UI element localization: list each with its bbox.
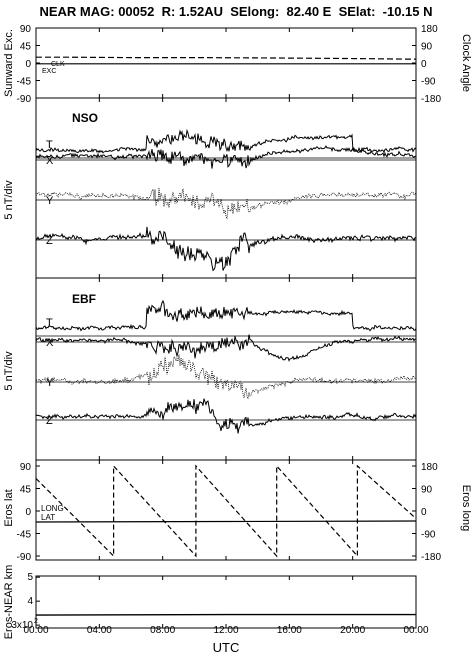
- series-line-lat: [35, 520, 417, 523]
- x-tick-label: 00:00: [23, 625, 48, 636]
- y-tick-label: -45: [17, 530, 32, 541]
- series-line-clk: [36, 56, 416, 60]
- x-tick-label: 12:00: [213, 625, 238, 636]
- eros-lat-label: Eros lat: [3, 489, 15, 526]
- y-tick-label: 90: [421, 485, 433, 496]
- y-tick-label: 180: [421, 462, 438, 473]
- ebf-label: EBF: [72, 292, 96, 306]
- panel5-frame: [35, 575, 417, 629]
- panel1-series: [36, 56, 416, 65]
- panel4-left-ticks: 90 45 0 -45 -90: [17, 462, 40, 563]
- trace-label-Y: Y: [46, 195, 54, 207]
- y-tick-label: -180: [421, 94, 441, 105]
- panel1-right-ticks: 180 90 0 -90 -180: [412, 24, 441, 105]
- long-series-label: LONG: [41, 504, 64, 513]
- y-tick-label: -180: [421, 552, 441, 563]
- y-tick-label: 3x10: [11, 620, 33, 631]
- trace-label-X: X: [46, 155, 54, 167]
- y-tick-label: -90: [17, 94, 32, 105]
- trace-label-T: T: [46, 317, 53, 329]
- sunward-exc-label: Sunward Exc.: [3, 29, 15, 97]
- trace-label-Z: Z: [46, 235, 53, 247]
- trace-Z: [35, 398, 417, 434]
- y-tick-label: 4: [27, 596, 33, 607]
- y-tick-superscript: 2: [34, 618, 38, 625]
- panel4-frame: [35, 459, 417, 561]
- y-tick-label: 0: [25, 507, 31, 518]
- series-line-long: [35, 464, 417, 558]
- trace-X: [35, 334, 417, 362]
- y-tick-label: 0: [25, 59, 31, 70]
- clock-angle-label: Clock Angle: [460, 34, 472, 92]
- y-tick-label: 90: [20, 462, 32, 473]
- nso-traces: TX Y Z: [35, 128, 417, 272]
- figure-title: NEAR MAG: 00052 R: 1.52AU SElong: 82.40 …: [39, 4, 432, 19]
- trace-label-T: T: [46, 139, 53, 151]
- x-axis: 00:00 04:00 08:00 12:00 16:00 20:00 00:00: [23, 28, 429, 636]
- y-tick-label: 45: [20, 42, 32, 53]
- panel5-left-ticks: 5 4 3x10 2: [11, 572, 40, 631]
- trace-T: [35, 128, 417, 154]
- y-tick-label: 180: [421, 24, 438, 35]
- clk-series-label: CLK: [51, 61, 65, 68]
- trace-X: [35, 145, 417, 169]
- series-line-distance: [35, 613, 416, 616]
- x-tick-label: 00:00: [403, 625, 428, 636]
- trace-Z: [35, 226, 417, 272]
- y-tick-label: 45: [20, 485, 32, 496]
- eros-near-km-label: Eros-NEAR km: [3, 565, 15, 640]
- x-tick-label: 04:00: [87, 625, 112, 636]
- y-tick-label: -45: [17, 77, 32, 88]
- y-tick-label: 5: [27, 572, 33, 583]
- y-tick-label: 90: [20, 24, 32, 35]
- panel1-left-ticks: 90 45 0 -45 -90: [17, 24, 40, 105]
- y-tick-label: 0: [421, 59, 427, 70]
- panel1-frame: [35, 27, 417, 99]
- nso-ylabel: 5 nT/div: [3, 180, 15, 220]
- y-tick-label: -90: [421, 77, 436, 88]
- y-tick-label: 0: [421, 507, 427, 518]
- ebf-traces: TX Y Z: [35, 299, 417, 434]
- nso-label: NSO: [72, 111, 98, 125]
- y-tick-label: -90: [421, 530, 436, 541]
- exc-series-label: EXC: [42, 68, 56, 75]
- trace-Y: [35, 187, 417, 219]
- panel4-series: [35, 464, 417, 558]
- trace-T: [35, 299, 417, 332]
- x-tick-label: 20:00: [340, 625, 365, 636]
- panel4-right-ticks: 180 90 0 -90 -180: [412, 462, 441, 563]
- y-tick-label: -90: [17, 552, 32, 563]
- ebf-ylabel: 5 nT/div: [3, 351, 15, 391]
- y-tick-label: 90: [421, 42, 433, 53]
- panel2-frame: [35, 97, 417, 279]
- x-tick-label: 16:00: [277, 625, 302, 636]
- trace-label-Z: Z: [46, 415, 53, 427]
- x-tick-label: 08:00: [150, 625, 175, 636]
- x-axis-label: UTC: [213, 640, 240, 655]
- trace-label-Y: Y: [46, 377, 54, 389]
- panel5-series: [35, 613, 416, 616]
- trace-Y: [35, 354, 417, 399]
- trace-label-X: X: [46, 337, 54, 349]
- eros-long-label: Eros long: [460, 485, 472, 531]
- lat-series-label: LAT: [41, 513, 55, 522]
